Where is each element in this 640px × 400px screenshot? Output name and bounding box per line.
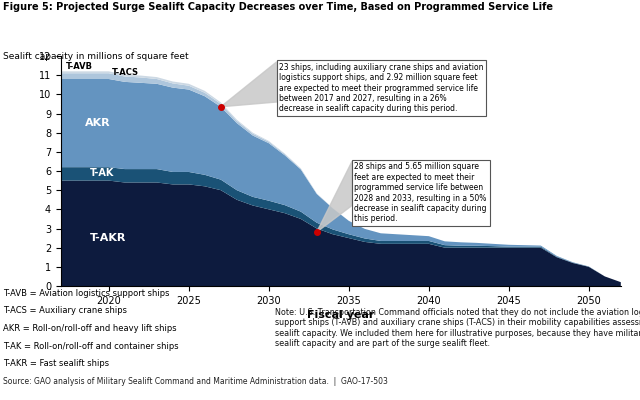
- Polygon shape: [221, 62, 276, 107]
- Text: T-AVB = Aviation logistics support ships: T-AVB = Aviation logistics support ships: [3, 289, 170, 298]
- Text: T-ACS = Auxiliary crane ships: T-ACS = Auxiliary crane ships: [3, 306, 127, 315]
- Text: Sealift capacity in millions of square feet: Sealift capacity in millions of square f…: [3, 52, 189, 61]
- Text: Note: U.S. Transportation Command officials noted that they do not include the a: Note: U.S. Transportation Command offici…: [275, 308, 640, 348]
- Text: 23 ships, including auxiliary crane ships and aviation
logistics support ships, : 23 ships, including auxiliary crane ship…: [279, 63, 484, 113]
- Text: T-AKR: T-AKR: [90, 233, 126, 243]
- Text: Source: GAO analysis of Military Sealift Command and Maritime Administration dat: Source: GAO analysis of Military Sealift…: [3, 377, 388, 386]
- Text: T-AK = Roll-on/roll-off and container ships: T-AK = Roll-on/roll-off and container sh…: [3, 342, 179, 350]
- Text: T-AVB: T-AVB: [65, 62, 93, 71]
- Text: T-AK: T-AK: [90, 168, 114, 178]
- Polygon shape: [317, 162, 352, 232]
- X-axis label: Fiscal year: Fiscal year: [307, 310, 374, 320]
- Text: T-AKR = Fast sealift ships: T-AKR = Fast sealift ships: [3, 359, 109, 368]
- Text: T-ACS: T-ACS: [112, 68, 139, 77]
- Text: 28 ships and 5.65 million square
feet are expected to meet their
programmed serv: 28 ships and 5.65 million square feet ar…: [355, 162, 487, 223]
- Text: Figure 5: Projected Surge Sealift Capacity Decreases over Time, Based on Program: Figure 5: Projected Surge Sealift Capaci…: [3, 2, 553, 12]
- Text: AKR = Roll-on/roll-off and heavy lift ships: AKR = Roll-on/roll-off and heavy lift sh…: [3, 324, 177, 333]
- Text: AKR: AKR: [84, 118, 111, 128]
